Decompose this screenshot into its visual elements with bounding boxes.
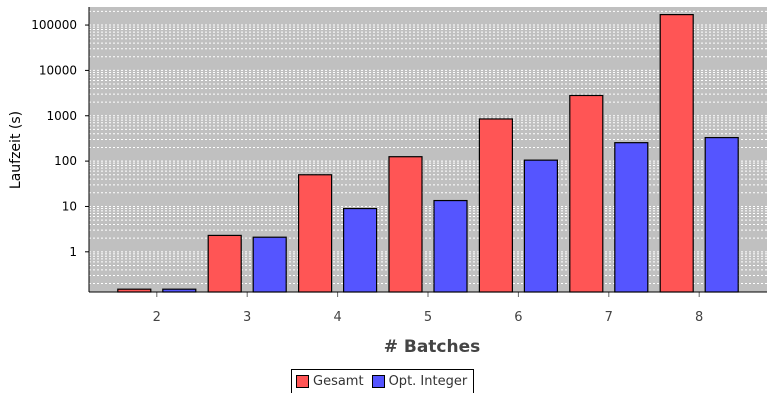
bar-gesamt-7 bbox=[569, 94, 604, 293]
y-tick-label: 100 bbox=[54, 154, 77, 168]
bar-chart: 1 10 100 1000 10000 100000 2 3 4 5 6 7 8 Laufzeit (… bbox=[8, 7, 767, 357]
bar-opt-integer-6 bbox=[523, 159, 559, 293]
y-tick-label: 100000 bbox=[31, 18, 77, 32]
bar-gesamt-4 bbox=[298, 174, 333, 293]
x-axis-title: # Batches bbox=[384, 337, 481, 357]
x-tick-label: 2 bbox=[153, 310, 161, 325]
x-axis: 2 3 4 5 6 7 8 bbox=[153, 292, 703, 325]
legend-swatch-gesamt bbox=[296, 375, 309, 388]
x-tick-label: 5 bbox=[424, 310, 432, 325]
y-tick-label: 10 bbox=[62, 199, 77, 213]
x-tick-label: 6 bbox=[514, 310, 522, 325]
x-tick-label: 7 bbox=[605, 310, 613, 325]
bar-gesamt-3 bbox=[207, 234, 242, 293]
y-axis: 1 10 100 1000 10000 100000 bbox=[31, 18, 89, 259]
legend-label-gesamt: Gesamt bbox=[313, 374, 364, 389]
legend-item-opt-integer: Opt. Integer bbox=[371, 374, 468, 389]
bar-opt-integer-7 bbox=[614, 142, 649, 293]
y-axis-title: Laufzeit (s) bbox=[8, 111, 24, 189]
legend: Gesamt Opt. Integer bbox=[291, 369, 475, 393]
bar-opt-integer-8 bbox=[704, 136, 739, 293]
x-tick-label: 8 bbox=[695, 310, 703, 325]
bars bbox=[117, 13, 739, 293]
legend-label-opt-integer: Opt. Integer bbox=[388, 374, 468, 389]
x-tick-label: 4 bbox=[333, 310, 341, 325]
legend-item-gesamt: Gesamt bbox=[296, 374, 364, 389]
y-tick-label: 10000 bbox=[39, 63, 77, 77]
plot-area bbox=[89, 7, 767, 292]
bar-opt-integer-5 bbox=[433, 199, 468, 293]
legend-swatch-opt-integer bbox=[371, 375, 385, 388]
bar-opt-integer-3 bbox=[252, 236, 287, 293]
bar-gesamt-8 bbox=[659, 13, 694, 293]
bar-opt-integer-4 bbox=[343, 207, 378, 293]
bar-gesamt-6 bbox=[478, 118, 513, 293]
bar-gesamt-5 bbox=[388, 156, 423, 293]
y-tick-label: 1000 bbox=[46, 109, 77, 123]
grid-lines bbox=[89, 10, 767, 285]
y-tick-label: 1 bbox=[69, 245, 77, 259]
x-tick-label: 3 bbox=[243, 310, 251, 325]
